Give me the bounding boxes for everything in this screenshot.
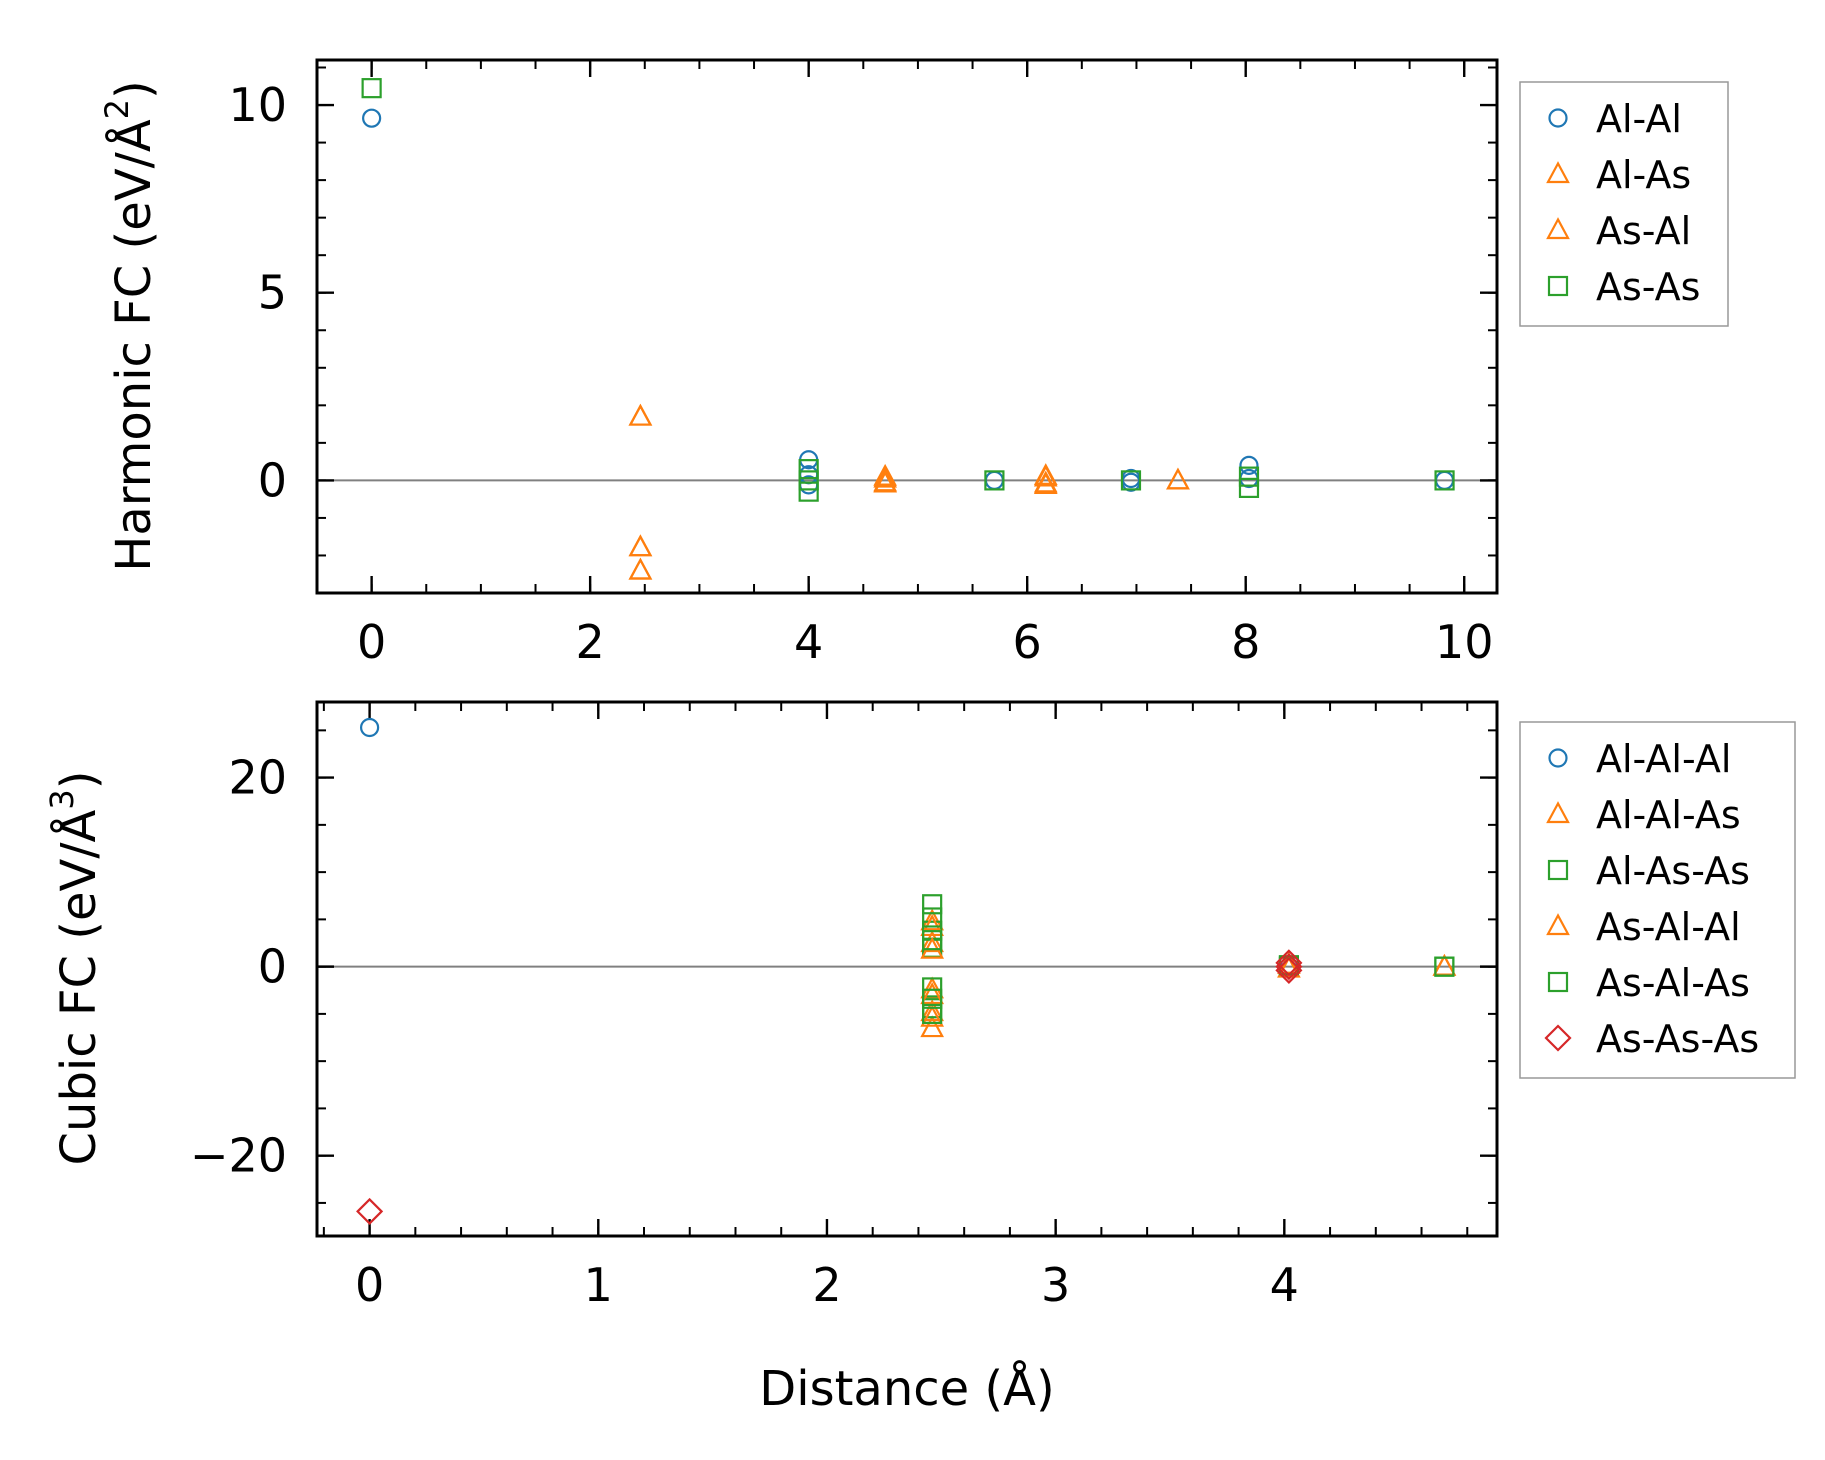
data-point-As-As [798, 481, 819, 502]
data-point-As-Al [628, 403, 653, 426]
x-tick-label: 10 [1435, 615, 1494, 669]
data-point-As-Al [628, 557, 653, 580]
data-point-Al-Al-As [920, 999, 945, 1022]
legend: Al-Al Al-As As-Al As-As [1519, 81, 1729, 327]
data-point-As-Al-Al [920, 982, 945, 1005]
legend-marker-Al-Al-As [1546, 801, 1570, 824]
data-point-As-Al [873, 470, 897, 493]
x-tick-label: 0 [357, 615, 386, 669]
data-point-As-Al-As [1434, 956, 1455, 977]
legend-label: Al-Al-As [1596, 793, 1741, 837]
plot-frame [315, 700, 1499, 1238]
x-tick-label: 2 [812, 1258, 841, 1312]
legend-label: As-As [1596, 265, 1700, 309]
data-point-As-Al-As [922, 1003, 943, 1024]
legend-marker-Al-As [1546, 161, 1570, 184]
data-point-As-As [798, 470, 819, 491]
legend-label: As-Al-As [1596, 961, 1750, 1005]
x-tick-label: 6 [1013, 615, 1042, 669]
data-point-As-As [984, 470, 1005, 491]
data-point-Al-As-As [922, 894, 943, 915]
y-tick-label: 20 [228, 751, 287, 805]
harmonic-fc-panel: 0 2 4 6 8 10 0 5 10 Harmonic FC (eV/Å2) Al-Al Al-As… [98, 58, 1729, 669]
legend: Al-Al-Al Al-Al-As Al-As-As As-Al-Al As-Al-As… [1519, 721, 1796, 1079]
legend-label: Al-As [1596, 153, 1691, 197]
legend-label: Al-Al-Al [1596, 737, 1731, 781]
legend-marker-As-As-As [1544, 1024, 1572, 1052]
legend-marker-As-Al-As [1547, 971, 1569, 993]
data-point-As-As-As [356, 1197, 384, 1225]
plot-frame [315, 58, 1499, 595]
series-As-Al [628, 403, 1190, 580]
data-point-As-As [1238, 477, 1260, 499]
data-point-Al-Al [1239, 455, 1259, 475]
data-point-As-Al [1166, 467, 1190, 490]
data-point-As-Al-Al [1277, 955, 1301, 978]
data-point-As-As [1434, 470, 1455, 491]
y-tick-label: 0 [258, 940, 287, 994]
data-point-Al-Al-Al [359, 717, 380, 738]
y-tick-label: 10 [228, 78, 287, 132]
legend-marker-As-Al [1546, 217, 1570, 240]
data-point-As-As [1238, 466, 1260, 487]
data-point-Al-Al-As [920, 908, 945, 931]
data-point-Al-As-As [922, 977, 943, 998]
x-tick-label: 8 [1231, 615, 1260, 669]
data-point-As-As [1120, 470, 1142, 491]
y-axis-label: Harmonic FC (eV/Å2) [98, 80, 162, 572]
data-point-As-As [798, 459, 819, 480]
legend-label: As-Al-Al [1596, 905, 1741, 949]
data-point-As-Al-As [922, 930, 943, 951]
data-point-As-Al [1033, 470, 1058, 493]
data-point-Al-Al-As [920, 930, 945, 953]
y-tick-label: −20 [190, 1129, 287, 1183]
legend-marker-Al-Al [1548, 108, 1568, 128]
legend-marker-As-As [1547, 275, 1569, 297]
legend-marker-Al-Al-Al [1548, 748, 1568, 768]
data-point-As-Al-As [922, 907, 943, 928]
data-point-Al-Al-As [920, 1015, 945, 1038]
data-point-As-Al [628, 534, 653, 557]
x-tick-label: 3 [1041, 1258, 1070, 1312]
data-point-As-As-As [1275, 953, 1303, 981]
legend-frame [1519, 81, 1729, 327]
x-tick-label: 4 [794, 615, 823, 669]
data-point-Al-Al [362, 108, 382, 128]
x-tick-label: 4 [1270, 1258, 1299, 1312]
x-tick-label: 1 [584, 1258, 613, 1312]
legend-marker-Al-As-As [1547, 859, 1569, 881]
legend-label: As-As-As [1596, 1017, 1759, 1061]
y-axis-label: Cubic FC (eV/Å3) [43, 771, 107, 1166]
data-point-As-As-As [1275, 956, 1303, 984]
x-axis-label: Distance (Å) [759, 1360, 1054, 1417]
legend-frame [1519, 721, 1796, 1079]
series-As-As [361, 78, 1455, 502]
legend-label: Al-As-As [1596, 849, 1750, 893]
data-point-As-Al [873, 465, 897, 488]
data-point-As-Al-As [922, 988, 943, 1009]
data-point-As-Al [1033, 464, 1058, 487]
series-As-As-As [356, 949, 1303, 1225]
data-point-As-As [361, 78, 382, 99]
x-tick-label: 2 [576, 615, 605, 669]
legend-label: Al-Al [1596, 97, 1682, 141]
data-point-As-As-As [1275, 949, 1303, 977]
x-tick-label: 0 [355, 1258, 384, 1312]
y-tick-label: 0 [258, 453, 287, 507]
y-tick-label: 5 [258, 266, 287, 320]
legend-label: As-Al [1596, 209, 1691, 253]
data-point-As-Al-Al [920, 1004, 945, 1027]
legend-marker-As-Al-Al [1546, 913, 1570, 936]
